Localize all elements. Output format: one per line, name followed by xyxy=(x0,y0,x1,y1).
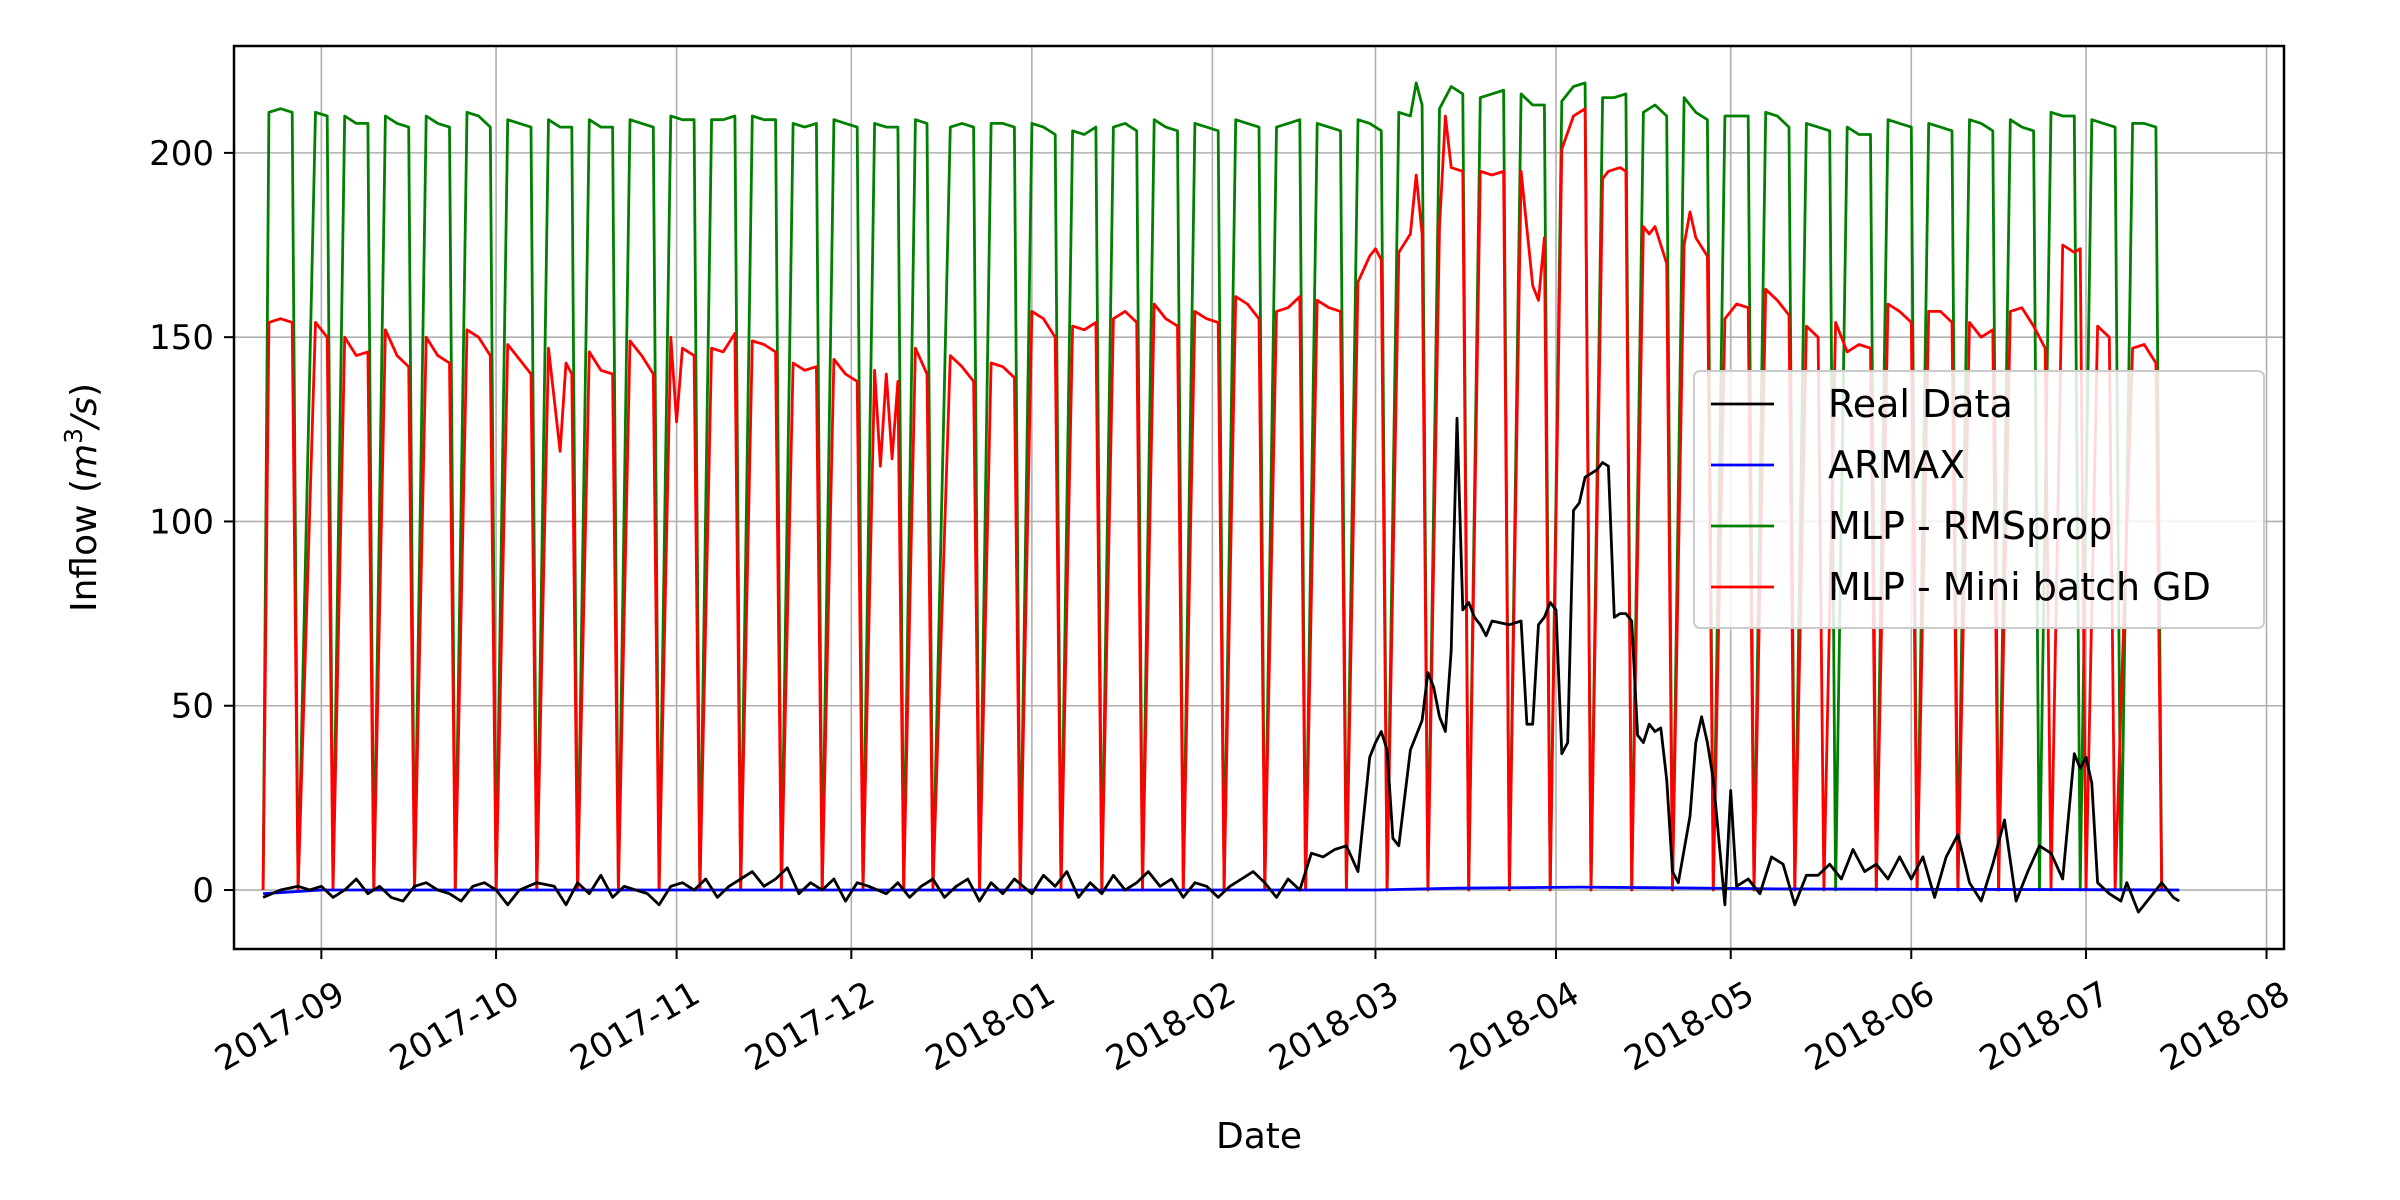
y-tick-label: 150 xyxy=(149,318,214,358)
y-tick-label: 0 xyxy=(192,871,214,911)
series-lines xyxy=(261,81,2180,914)
y-tick-label: 100 xyxy=(149,502,214,542)
series-line-real-data xyxy=(262,416,2180,914)
plot-frame xyxy=(232,44,2286,951)
y-tick-label: 200 xyxy=(149,134,214,174)
legend-label: MLP - Mini batch GD xyxy=(1828,565,2211,609)
legend-box xyxy=(1693,370,2265,629)
legend-label: Real Data xyxy=(1828,382,2013,426)
y-tick-label: 50 xyxy=(171,687,214,727)
legend-label: ARMAX xyxy=(1828,443,1965,487)
series-line-mlp-mini-batch-gd xyxy=(261,107,2164,892)
x-axis-label: Date xyxy=(1216,1116,1302,1157)
y-axis-label: Inflow (m3/s) xyxy=(59,383,105,612)
legend: Real Data ARMAX MLP - RMSprop MLP - Mini ba… xyxy=(1693,370,2265,629)
legend-label: MLP - RMSprop xyxy=(1828,504,2112,548)
